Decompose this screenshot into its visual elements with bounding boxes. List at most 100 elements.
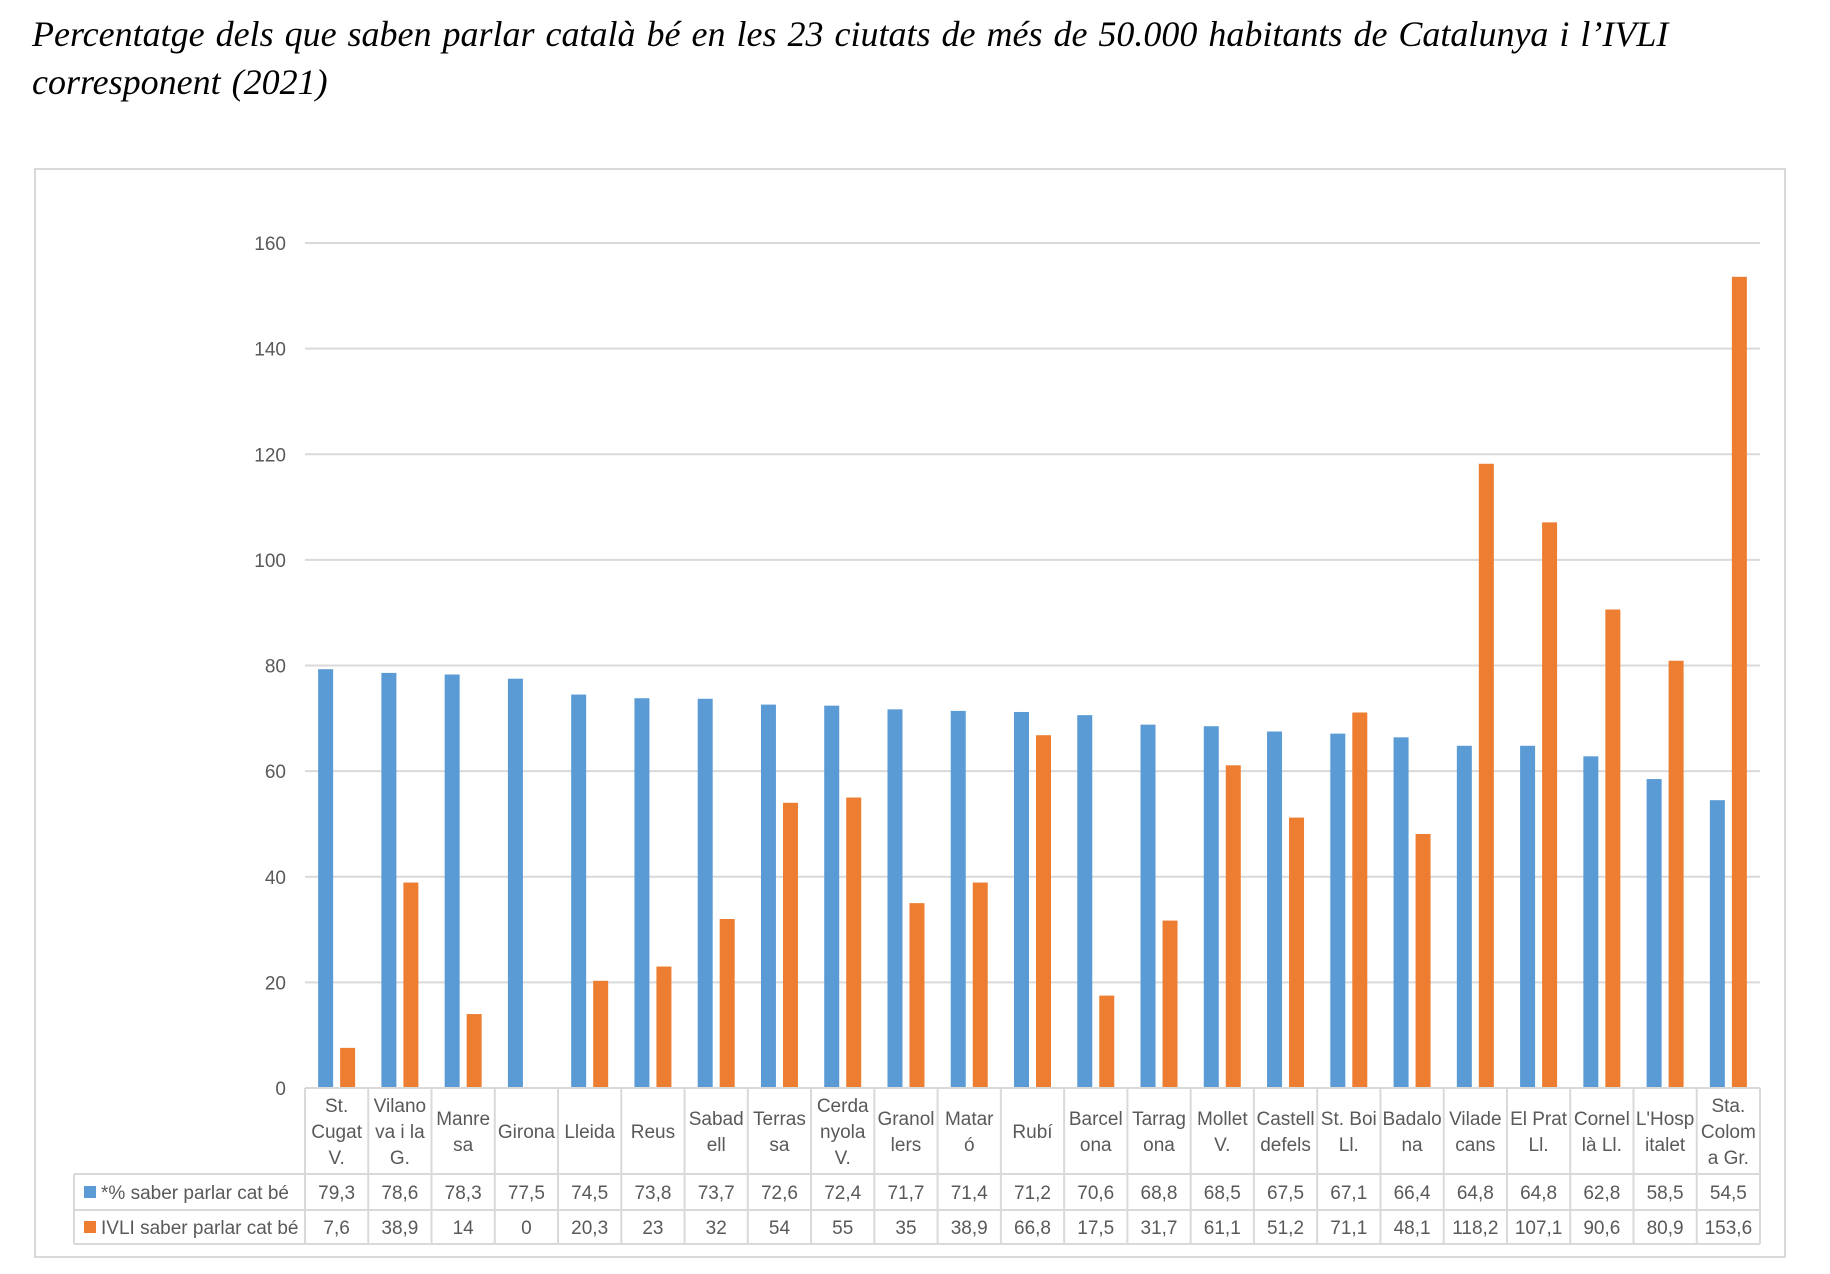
x-category-label: ó <box>964 1135 975 1156</box>
bar-pct <box>1393 737 1409 1088</box>
x-category-label: Reus <box>631 1122 675 1143</box>
data-label: 32 <box>706 1218 727 1239</box>
x-category-label: Vilano <box>374 1096 426 1117</box>
bar-ivli <box>1605 609 1621 1088</box>
data-label: 153,6 <box>1705 1218 1753 1239</box>
x-category-label: L'Hosp <box>1636 1109 1695 1130</box>
bar-ivli <box>403 882 419 1088</box>
data-label: 51,2 <box>1267 1218 1304 1239</box>
bar-pct <box>1330 733 1346 1088</box>
bar-ivli <box>1415 833 1431 1088</box>
bar-ivli <box>1352 712 1368 1088</box>
bar-pct <box>887 709 903 1088</box>
x-category-label: nyola <box>820 1122 866 1143</box>
x-category-label: cans <box>1455 1135 1495 1156</box>
data-label: 67,5 <box>1267 1183 1304 1204</box>
data-label: 71,4 <box>951 1183 988 1204</box>
x-category-label: ona <box>1143 1135 1175 1156</box>
bar-pct <box>1014 711 1029 1088</box>
bar-ivli <box>466 1014 482 1088</box>
bar-ivli <box>1099 995 1115 1088</box>
bar-pct <box>1583 756 1599 1088</box>
y-tick-label: 120 <box>254 445 286 466</box>
bar-ivli <box>1289 817 1305 1088</box>
x-category-label: Girona <box>498 1122 555 1143</box>
bar-ivli <box>1225 765 1241 1088</box>
bar-pct <box>760 704 776 1088</box>
y-tick-label: 60 <box>265 762 286 783</box>
data-label: 61,1 <box>1204 1218 1241 1239</box>
data-label: 0 <box>521 1218 532 1239</box>
x-category-label: Cugat <box>311 1122 362 1143</box>
y-tick-label: 100 <box>254 551 286 572</box>
data-label: 23 <box>642 1218 663 1239</box>
x-category-label: V. <box>835 1148 851 1169</box>
x-category-label: V. <box>1214 1135 1230 1156</box>
chart-frame <box>34 168 1786 1258</box>
bar-ivli <box>1162 920 1178 1088</box>
chart-title: Percentatge dels que saben parlar català… <box>32 14 1669 102</box>
data-label: 79,3 <box>318 1183 355 1204</box>
x-category-label: St. <box>325 1096 348 1117</box>
x-category-label: Ll. <box>1339 1135 1359 1156</box>
bar-ivli <box>782 802 798 1088</box>
data-label: 70,6 <box>1077 1183 1114 1204</box>
x-category-label: Cerda <box>817 1096 869 1117</box>
legend-swatch <box>84 1186 96 1198</box>
data-label: 64,8 <box>1520 1183 1557 1204</box>
bar-pct <box>507 678 523 1088</box>
y-tick-label: 140 <box>254 340 286 361</box>
bar-pct <box>1140 724 1156 1088</box>
bar-pct <box>697 698 713 1088</box>
data-label: 78,6 <box>381 1183 418 1204</box>
x-category-label: a Gr. <box>1708 1148 1749 1169</box>
bar-pct <box>571 694 587 1088</box>
data-label: 35 <box>895 1218 916 1239</box>
x-category-label: Sta. <box>1711 1096 1745 1117</box>
data-label: 72,4 <box>824 1183 861 1204</box>
x-category-label: Mollet <box>1197 1109 1248 1130</box>
x-category-label: Terras <box>753 1109 806 1130</box>
bar-ivli <box>1731 276 1747 1088</box>
x-category-label: Granol <box>877 1109 934 1130</box>
y-tick-label: 160 <box>254 234 286 255</box>
data-label: 73,8 <box>634 1183 671 1204</box>
bar-ivli <box>1478 463 1494 1089</box>
data-label: 17,5 <box>1077 1218 1114 1239</box>
data-label: 66,8 <box>1014 1218 1051 1239</box>
bar-pct <box>381 672 397 1088</box>
bar-pct <box>1456 745 1472 1088</box>
legend-label: *% saber parlar cat bé <box>101 1183 289 1204</box>
x-category-label: Sabad <box>689 1109 744 1130</box>
x-category-label: G. <box>390 1148 410 1169</box>
bar-ivli <box>1036 735 1051 1088</box>
bar-ivli <box>909 903 925 1088</box>
data-label: 78,3 <box>445 1183 482 1204</box>
x-category-label: Badalo <box>1382 1109 1441 1130</box>
data-label: 54 <box>769 1218 791 1239</box>
data-label: 74,5 <box>571 1183 608 1204</box>
data-label: 68,5 <box>1204 1183 1241 1204</box>
data-label: 31,7 <box>1141 1218 1178 1239</box>
data-label: 118,2 <box>1452 1218 1498 1239</box>
data-label: 20,3 <box>571 1218 608 1239</box>
bar-ivli <box>846 797 862 1088</box>
bar-pct <box>318 669 334 1088</box>
bar-pct <box>1077 715 1093 1088</box>
bar-ivli <box>1668 660 1684 1088</box>
bar-pct <box>824 705 840 1088</box>
x-category-label: ona <box>1080 1135 1112 1156</box>
x-category-label: Tarrag <box>1132 1109 1186 1130</box>
data-label: 77,5 <box>508 1183 545 1204</box>
data-label: 62,8 <box>1583 1183 1620 1204</box>
bar-pct <box>1203 726 1219 1088</box>
x-category-label: Lleida <box>564 1122 615 1143</box>
bar-pct <box>1267 731 1283 1088</box>
bar-ivli <box>972 882 988 1088</box>
bar-pct <box>444 674 460 1088</box>
data-label: 107,1 <box>1515 1218 1563 1239</box>
x-category-label: Vilade <box>1449 1109 1501 1130</box>
bar-pct <box>1646 779 1662 1088</box>
x-category-label: na <box>1401 1135 1423 1156</box>
y-tick-label: 0 <box>275 1079 286 1100</box>
